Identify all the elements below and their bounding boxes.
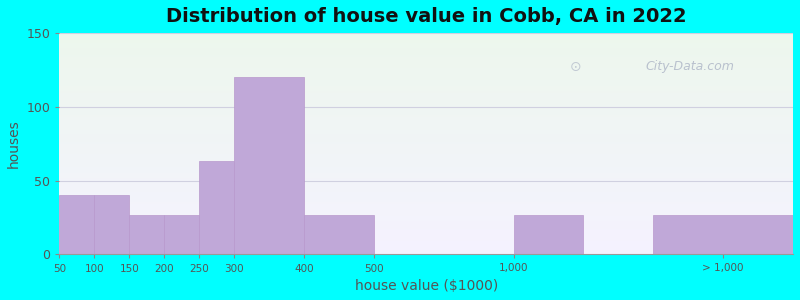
Text: City-Data.com: City-Data.com <box>646 60 734 73</box>
Title: Distribution of house value in Cobb, CA in 2022: Distribution of house value in Cobb, CA … <box>166 7 686 26</box>
Bar <box>199 161 234 254</box>
Bar <box>234 77 304 254</box>
Text: ⊙: ⊙ <box>570 60 581 74</box>
Bar <box>164 214 199 254</box>
Y-axis label: houses: houses <box>7 119 21 168</box>
Bar <box>59 195 94 254</box>
X-axis label: house value ($1000): house value ($1000) <box>354 279 498 293</box>
Bar <box>514 214 583 254</box>
Bar <box>654 214 793 254</box>
Bar <box>94 195 130 254</box>
Bar <box>304 214 374 254</box>
Bar <box>130 214 164 254</box>
